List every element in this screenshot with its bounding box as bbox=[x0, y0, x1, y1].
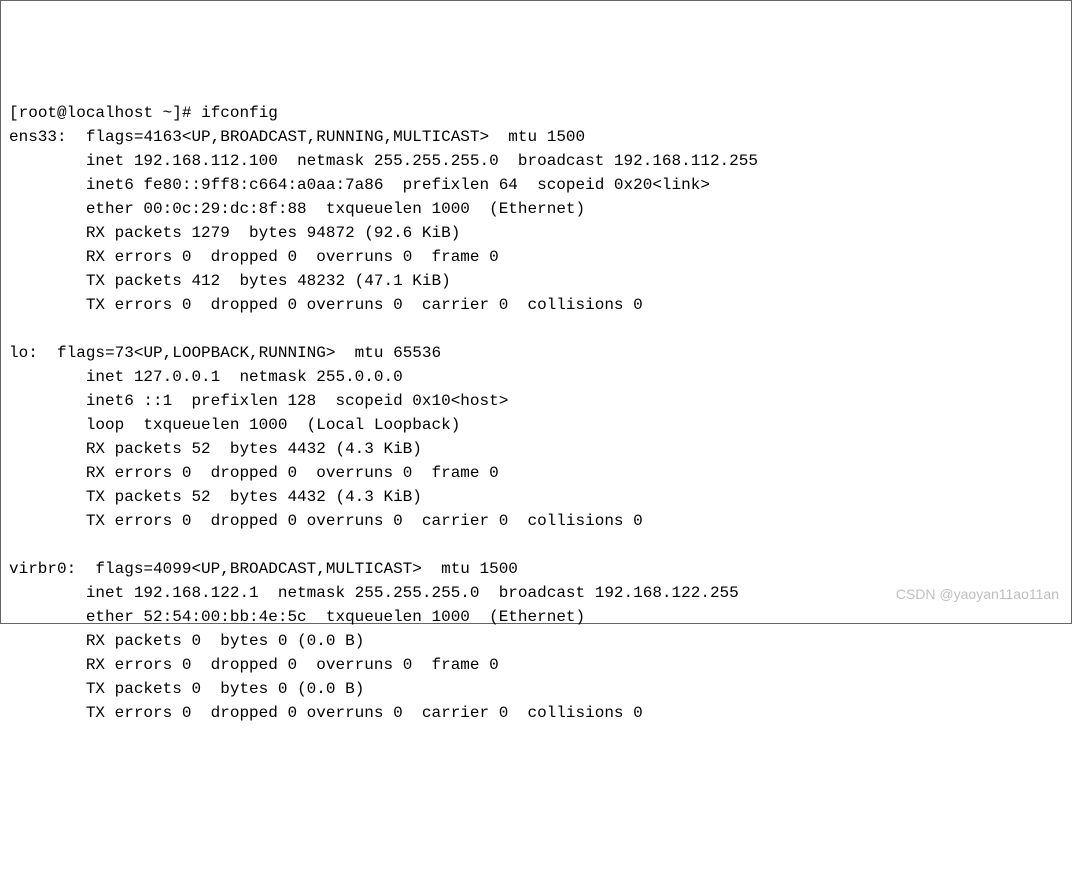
ens33-inet: 192.168.112.100 bbox=[134, 152, 278, 170]
virbr0-rxo: 0 bbox=[403, 656, 413, 674]
lo-inet6: ::1 bbox=[143, 392, 172, 410]
ens33-txbh: 47.1 KiB bbox=[364, 272, 441, 290]
ens33-mtu: 1500 bbox=[547, 128, 585, 146]
virbr0-rxp: 0 bbox=[191, 632, 201, 650]
ens33-rxp: 1279 bbox=[191, 224, 229, 242]
ens33-linktype: Ethernet bbox=[499, 200, 576, 218]
virbr0-txq: 1000 bbox=[431, 608, 469, 626]
lo-txp: 52 bbox=[191, 488, 210, 506]
virbr0-rxb: 0 bbox=[278, 632, 288, 650]
watermark: CSDN @yaoyan11ao11an bbox=[896, 584, 1059, 605]
ens33-inet6: fe80::9ff8:c664:a0aa:7a86 bbox=[143, 176, 383, 194]
virbr0-txc: 0 bbox=[499, 704, 509, 722]
ens33-txo: 0 bbox=[393, 296, 403, 314]
lo-flags: UP,LOOPBACK,RUNNING bbox=[143, 344, 325, 362]
virbr0-txb: 0 bbox=[278, 680, 288, 698]
virbr0-linktype: Ethernet bbox=[499, 608, 576, 626]
ens33-rxbh: 92.6 KiB bbox=[374, 224, 451, 242]
ens33-flags: UP,BROADCAST,RUNNING,MULTICAST bbox=[191, 128, 479, 146]
lo-flags-num: 73 bbox=[115, 344, 134, 362]
lo-txe: 0 bbox=[182, 512, 192, 530]
virbr0-flags: UP,BROADCAST,MULTICAST bbox=[201, 560, 412, 578]
prompt-user: root bbox=[19, 104, 57, 122]
lo-rxd: 0 bbox=[287, 464, 297, 482]
lo-txbh: 4.3 KiB bbox=[345, 488, 412, 506]
ens33-ether: 00:0c:29:dc:8f:88 bbox=[143, 200, 306, 218]
virbr0-mtu: 1500 bbox=[480, 560, 518, 578]
ens33-rxe: 0 bbox=[182, 248, 192, 266]
ens33-txcol: 0 bbox=[633, 296, 643, 314]
lo-txo: 0 bbox=[393, 512, 403, 530]
ens33-prefixlen: 64 bbox=[499, 176, 518, 194]
lo-txb: 4432 bbox=[287, 488, 325, 506]
lo-rxbh: 4.3 KiB bbox=[345, 440, 412, 458]
ens33-txe: 0 bbox=[182, 296, 192, 314]
virbr0-txcol: 0 bbox=[633, 704, 643, 722]
lo-mtu: 65536 bbox=[393, 344, 441, 362]
lo-rxo: 0 bbox=[403, 464, 413, 482]
ens33-rxf: 0 bbox=[489, 248, 499, 266]
virbr0-rxd: 0 bbox=[287, 656, 297, 674]
ens33-txp: 412 bbox=[191, 272, 220, 290]
ens33-flags-num: 4163 bbox=[143, 128, 181, 146]
lo-rxf: 0 bbox=[489, 464, 499, 482]
ens33-txq: 1000 bbox=[431, 200, 469, 218]
lo-txcol: 0 bbox=[633, 512, 643, 530]
ens33-rxb: 94872 bbox=[307, 224, 355, 242]
virbr0-netmask: 255.255.255.0 bbox=[355, 584, 480, 602]
lo-linktype: Local Loopback bbox=[316, 416, 450, 434]
prompt-host: localhost bbox=[67, 104, 153, 122]
iface-ens33-name: ens33 bbox=[9, 128, 57, 146]
ens33-rxd: 0 bbox=[287, 248, 297, 266]
lo-netmask: 255.0.0.0 bbox=[316, 368, 402, 386]
lo-inet: 127.0.0.1 bbox=[134, 368, 220, 386]
lo-txq: 1000 bbox=[249, 416, 287, 434]
prompt-symbol: # bbox=[182, 104, 192, 122]
command: ifconfig bbox=[201, 104, 278, 122]
ens33-netmask: 255.255.255.0 bbox=[374, 152, 499, 170]
ens33-txd: 0 bbox=[287, 296, 297, 314]
virbr0-rxf: 0 bbox=[489, 656, 499, 674]
lo-prefixlen: 128 bbox=[287, 392, 316, 410]
virbr0-txd: 0 bbox=[287, 704, 297, 722]
ens33-rxo: 0 bbox=[403, 248, 413, 266]
virbr0-ether: 52:54:00:bb:4e:5c bbox=[143, 608, 306, 626]
virbr0-flags-num: 4099 bbox=[153, 560, 191, 578]
virbr0-txe: 0 bbox=[182, 704, 192, 722]
lo-rxp: 52 bbox=[191, 440, 210, 458]
virbr0-txp: 0 bbox=[191, 680, 201, 698]
virbr0-inet: 192.168.122.1 bbox=[134, 584, 259, 602]
ens33-scopeid: 0x20<link> bbox=[614, 176, 710, 194]
ens33-txb: 48232 bbox=[297, 272, 345, 290]
lo-txd: 0 bbox=[287, 512, 297, 530]
virbr0-rxbh: 0.0 B bbox=[307, 632, 355, 650]
iface-lo-name: lo bbox=[9, 344, 28, 362]
ens33-broadcast: 192.168.112.255 bbox=[614, 152, 758, 170]
virbr0-txo: 0 bbox=[393, 704, 403, 722]
virbr0-broadcast: 192.168.122.255 bbox=[595, 584, 739, 602]
virbr0-txbh: 0.0 B bbox=[307, 680, 355, 698]
terminal-output: [root@localhost ~]# ifconfig ens33: flag… bbox=[9, 101, 1063, 725]
lo-txc: 0 bbox=[499, 512, 509, 530]
lo-scopeid: 0x10<host> bbox=[412, 392, 508, 410]
lo-loop: loop bbox=[86, 416, 124, 434]
ens33-txc: 0 bbox=[499, 296, 509, 314]
prompt-cwd: ~ bbox=[163, 104, 173, 122]
iface-virbr0-name: virbr0 bbox=[9, 560, 67, 578]
lo-rxb: 4432 bbox=[287, 440, 325, 458]
virbr0-rxe: 0 bbox=[182, 656, 192, 674]
lo-rxe: 0 bbox=[182, 464, 192, 482]
